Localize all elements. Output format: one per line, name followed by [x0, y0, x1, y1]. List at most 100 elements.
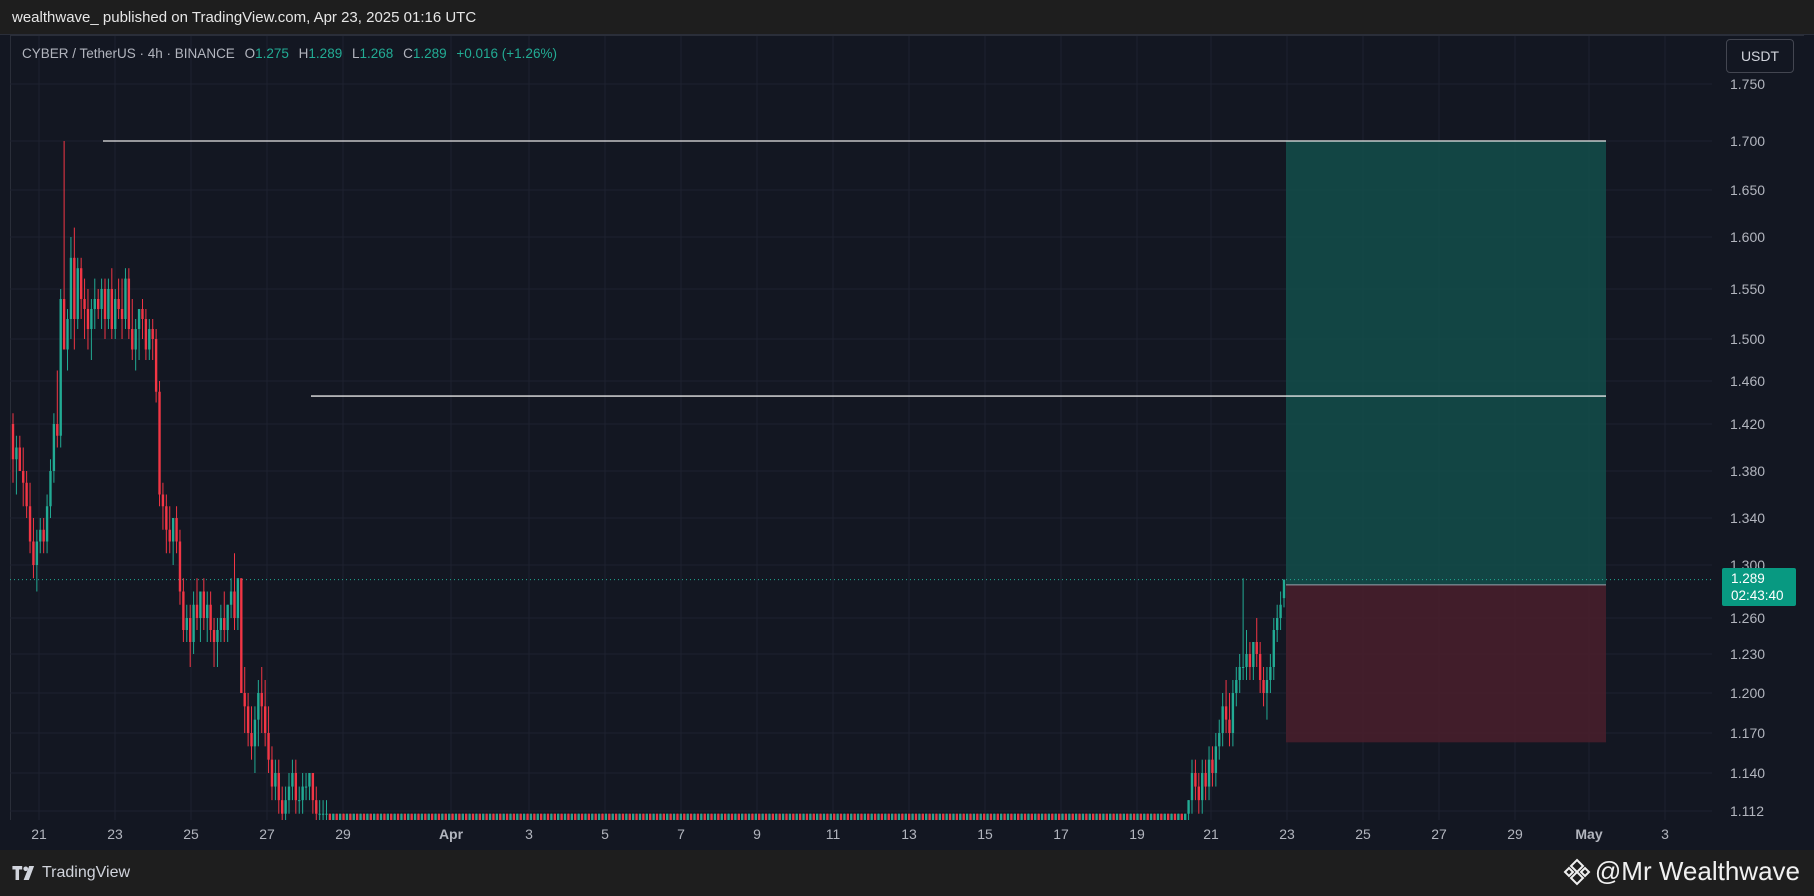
candle-body: [42, 529, 45, 542]
y-tick-label: 1.420: [1730, 416, 1765, 432]
candle-body: [1204, 773, 1207, 787]
candle-body: [219, 618, 223, 630]
currency-button[interactable]: USDT: [1726, 39, 1794, 73]
y-tick-label: 1.550: [1730, 281, 1765, 297]
y-tick-label: 1.200: [1730, 685, 1765, 701]
candle-body: [185, 618, 188, 630]
x-tick-label: 15: [977, 826, 993, 842]
candle-body: [253, 719, 257, 747]
candle-body: [76, 268, 79, 319]
x-tick-label: 23: [1279, 826, 1295, 842]
y-tick-label: 1.380: [1730, 463, 1765, 479]
candle-body: [1258, 654, 1262, 680]
bar-countdown: 02:43:40: [1731, 588, 1784, 603]
candle-body: [59, 299, 62, 436]
y-tick-label: 1.340: [1730, 510, 1765, 526]
candle-body: [250, 733, 253, 747]
candle-body: [148, 329, 151, 350]
candle-body: [325, 813, 328, 815]
high-value: 1.289: [308, 46, 343, 61]
candle-body: [223, 618, 226, 630]
candle-body: [73, 257, 76, 319]
candle-body: [1262, 680, 1265, 693]
candle-body: [127, 278, 131, 329]
price-axis-band: [1712, 36, 1804, 848]
y-tick-label: 1.230: [1730, 646, 1765, 662]
candle-body: [315, 800, 318, 814]
candle-body: [171, 518, 175, 542]
x-tick-label: 17: [1053, 826, 1069, 842]
x-tick-label: 19: [1129, 826, 1145, 842]
candle-body: [56, 424, 59, 436]
candle-body: [144, 319, 148, 350]
candle-body: [206, 604, 209, 618]
candle-body: [236, 578, 240, 618]
candle-body: [32, 541, 35, 565]
candle-body: [321, 813, 325, 815]
candle-body: [1269, 667, 1272, 680]
candle-body: [263, 706, 267, 733]
y-tick-label: 1.700: [1730, 133, 1765, 149]
candle-body: [83, 299, 86, 309]
candle-body: [66, 319, 69, 350]
candle-body: [100, 289, 103, 309]
candle-body: [1187, 800, 1190, 814]
candle-body: [158, 391, 161, 495]
close-label: C: [403, 46, 413, 61]
candle-body: [1221, 706, 1224, 733]
candle-body: [39, 529, 42, 542]
y-tick-label: 1.650: [1730, 182, 1765, 198]
candlestick-chart[interactable]: 1.750 1.700 1.650 1.600 1.550 1.500 1.460 1.420…: [0, 0, 1814, 850]
candle-body: [260, 693, 263, 707]
candle-body: [1252, 642, 1255, 667]
candle-body: [1207, 759, 1211, 787]
publish-info: wealthwave_ published on TradingView.com…: [12, 9, 477, 26]
binance-diamond-icon: [1563, 858, 1591, 885]
x-tick-label: 7: [677, 826, 685, 842]
candle-body: [49, 471, 52, 507]
candle-body: [284, 800, 287, 814]
candle-body: [103, 289, 107, 319]
candle-body: [90, 309, 93, 329]
open-value: 1.275: [255, 46, 289, 61]
x-tick-label: 25: [183, 826, 199, 842]
candle-body: [1248, 654, 1252, 667]
footer-bar: TradingView @Mr Wealthwave: [0, 850, 1814, 896]
candle-body: [25, 482, 28, 507]
candle-body: [246, 706, 250, 733]
candle-body: [114, 299, 117, 329]
x-tick-label: 11: [826, 826, 841, 842]
y-tick-label: 1.460: [1730, 373, 1765, 389]
candle-body: [93, 299, 96, 309]
tradingview-brand[interactable]: TradingView: [12, 864, 130, 882]
candle-body: [154, 339, 158, 392]
candle-body: [270, 759, 274, 787]
candle-body: [1197, 786, 1201, 801]
y-tick-label: 1.260: [1730, 610, 1765, 626]
candle-body: [216, 630, 219, 642]
candle-body: [1275, 618, 1279, 630]
candle-body: [182, 591, 185, 630]
candle-body: [1218, 733, 1221, 747]
candle-body: [1245, 654, 1248, 667]
low-value: 1.268: [359, 46, 394, 61]
last-price: 1.289: [1731, 571, 1765, 586]
symbol-label[interactable]: CYBER / TetherUS · 4h · BINANCE: [22, 46, 235, 61]
candle-body: [298, 800, 301, 802]
candle-body: [28, 506, 32, 542]
candle-body: [1190, 773, 1194, 801]
candle-body: [1224, 706, 1228, 720]
open-label: O: [244, 46, 256, 61]
candle-body: [318, 813, 321, 815]
candle-body: [257, 693, 260, 720]
candle-body: [1228, 719, 1231, 733]
x-tick-label: 27: [1431, 826, 1447, 842]
candle-body: [281, 800, 284, 814]
candle-body: [15, 447, 18, 460]
candle-body: [226, 604, 229, 630]
candle-body: [117, 299, 120, 309]
candle-body: [22, 471, 25, 483]
low-label: L: [351, 46, 360, 61]
x-tick-label: May: [1575, 826, 1602, 842]
candle-body: [311, 773, 315, 801]
